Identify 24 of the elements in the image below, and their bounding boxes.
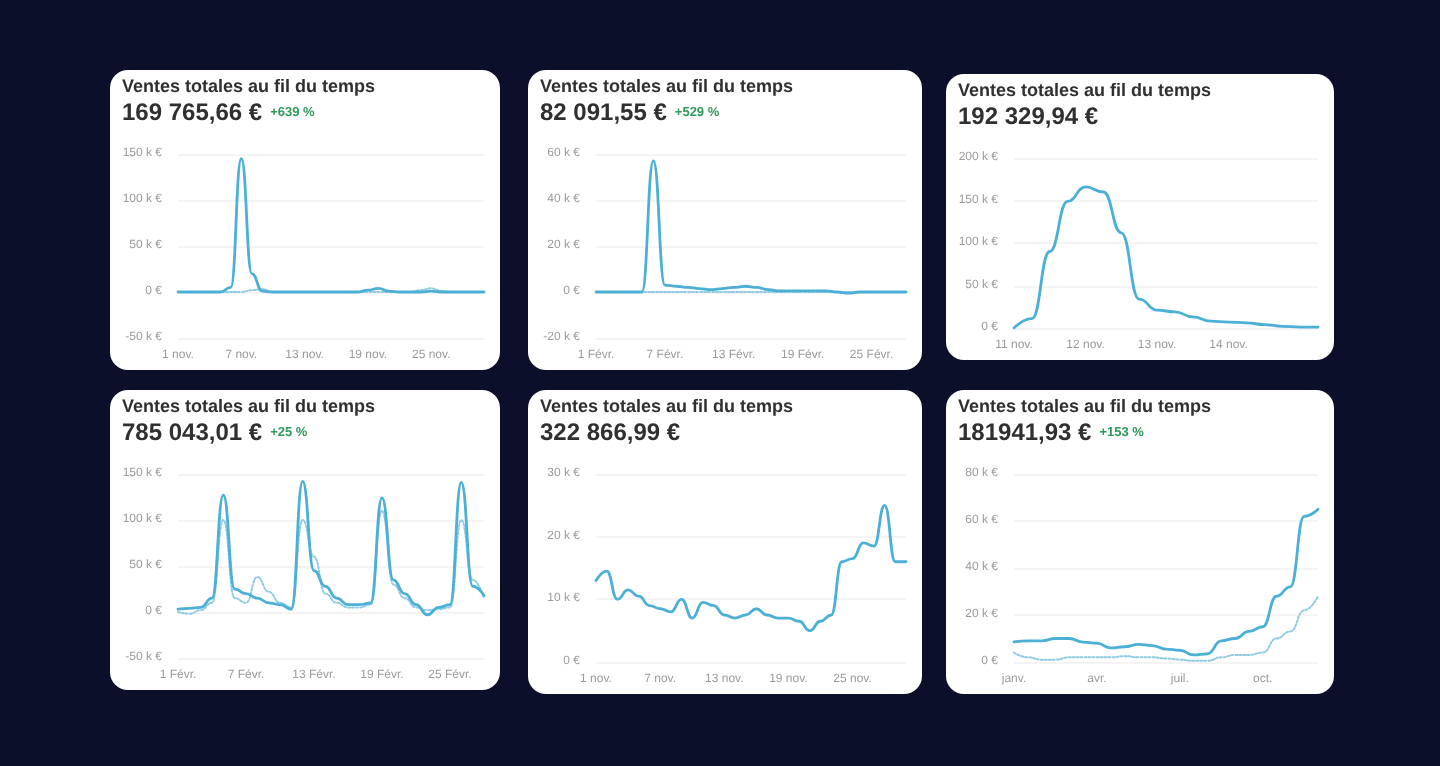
chart-subtitle: 785 043,01 €	[122, 418, 263, 446]
line-series	[1012, 507, 1320, 657]
chart-subtitle: 192 329,94 €	[958, 102, 1101, 130]
line-series	[177, 509, 485, 615]
text: +529 %	[674, 106, 720, 120]
chart-subtitle: 169 765,66 €	[122, 98, 263, 126]
chart-subtitle: 322 866,99 €	[540, 418, 683, 446]
chart-title: Ventes totales au fil du temps	[958, 396, 1214, 416]
line-series	[176, 479, 486, 617]
chart-title: Ventes totales au fil du temps	[540, 396, 796, 416]
line-series	[594, 503, 908, 633]
text: +153 %	[1099, 426, 1144, 440]
text: +25 %	[270, 426, 308, 440]
chart-subtitle: 181941,93 €	[958, 418, 1092, 446]
chart-title: Ventes totales au fil du temps	[122, 76, 378, 96]
line-series	[176, 157, 486, 294]
line-series	[1013, 595, 1319, 662]
chart-subtitle: 82 091,55 €	[540, 98, 667, 126]
line-series	[1012, 185, 1320, 330]
line-series	[594, 159, 908, 295]
chart-title: Ventes totales au fil du temps	[122, 396, 378, 416]
text: +639 %	[270, 106, 315, 120]
chart-title: Ventes totales au fil du temps	[540, 76, 796, 96]
chart-title: Ventes totales au fil du temps	[958, 80, 1214, 100]
